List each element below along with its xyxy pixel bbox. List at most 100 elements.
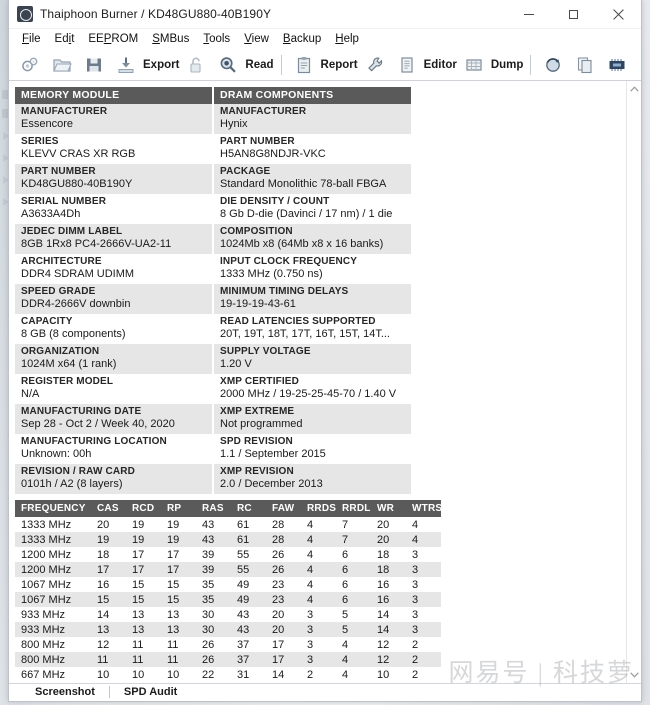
tab-spd-audit[interactable]: SPD Audit bbox=[123, 686, 178, 698]
jedec-timings-table: FREQUENCY CAS RCD RP RAS RC FAW RRDS RRDL WR WTRS … bbox=[15, 500, 442, 682]
field-organization: ORGANIZATION 1024M x64 (1 rank) bbox=[15, 344, 212, 374]
table-cell: 3 bbox=[406, 592, 441, 607]
table-row[interactable]: 1200 MHz 18 17 17 39 55 26 4 6 18 3 bbox=[15, 547, 441, 562]
table-cell: 933 MHz bbox=[15, 622, 91, 637]
table-cell: 20 bbox=[371, 517, 406, 532]
table-row[interactable]: 933 MHz 14 13 13 30 43 20 3 5 14 3 bbox=[15, 607, 441, 622]
scroll-down-button[interactable] bbox=[627, 667, 642, 683]
table-row[interactable]: 800 MHz 11 11 11 26 37 17 3 4 12 2 bbox=[15, 652, 441, 667]
vertical-scrollbar[interactable] bbox=[626, 81, 641, 683]
table-cell: 3 bbox=[406, 607, 441, 622]
table-cell: 11 bbox=[161, 637, 196, 652]
dump-button[interactable] bbox=[459, 52, 489, 78]
table-cell: 4 bbox=[301, 532, 336, 547]
field-value: Unknown: 00h bbox=[21, 448, 92, 460]
field-value: A3633A4Dh bbox=[21, 208, 81, 220]
chip-button[interactable] bbox=[602, 52, 632, 78]
table-cell: 26 bbox=[196, 637, 231, 652]
column-header: CAS bbox=[91, 500, 126, 517]
table-cell: 1333 MHz bbox=[15, 532, 91, 547]
table-cell: 933 MHz bbox=[15, 607, 91, 622]
menu-item-edit[interactable]: Edit bbox=[54, 33, 75, 45]
table-cell: 17 bbox=[91, 562, 126, 577]
menu-item-tools[interactable]: Tools bbox=[203, 33, 231, 45]
table-row[interactable]: 1067 MHz 16 15 15 35 49 23 4 6 16 3 bbox=[15, 577, 441, 592]
table-cell: 43 bbox=[231, 622, 266, 637]
scroll-up-button[interactable] bbox=[627, 81, 642, 97]
menu-item-file[interactable]: File bbox=[22, 33, 41, 45]
table-row[interactable]: 800 MHz 12 11 11 26 37 17 3 4 12 2 bbox=[15, 637, 441, 652]
tools-wrench-button[interactable] bbox=[360, 52, 390, 78]
field-serial-number: SERIAL NUMBER A3633A4Dh bbox=[15, 194, 212, 224]
toolbar: Export Read Report bbox=[9, 49, 641, 81]
column-header: WTRS bbox=[406, 500, 442, 517]
table-cell: 17 bbox=[161, 547, 196, 562]
field-series: SERIES KLEVV CRAS XR RGB bbox=[15, 134, 212, 164]
info-panels: MEMORY MODULE MANUFACTURER Essencore SER… bbox=[15, 87, 411, 494]
table-cell: 6 bbox=[336, 562, 371, 577]
table-row[interactable]: 1200 MHz 17 17 17 39 55 26 4 6 18 3 bbox=[15, 562, 441, 577]
wrench-icon bbox=[367, 56, 382, 71]
column-header: RRDL bbox=[336, 500, 371, 517]
field-label: REGISTER MODEL bbox=[21, 376, 114, 387]
menu-item-eeprom[interactable]: EEPROM bbox=[88, 33, 139, 45]
field-value: 8 GB (8 components) bbox=[21, 328, 126, 340]
table-cell: 3 bbox=[406, 562, 441, 577]
unlock-button[interactable] bbox=[181, 52, 211, 78]
minimize-button[interactable] bbox=[506, 0, 551, 28]
table-cell: 13 bbox=[91, 622, 126, 637]
table-cell: 19 bbox=[126, 517, 161, 532]
table-row[interactable]: 933 MHz 13 13 13 30 43 20 3 5 14 3 bbox=[15, 622, 441, 637]
field-composition: COMPOSITION 1024Mb x8 (64Mb x8 x 16 bank… bbox=[214, 224, 411, 254]
table-row[interactable]: 1333 MHz 20 19 19 43 61 28 4 7 20 4 bbox=[15, 517, 441, 532]
table-cell: 14 bbox=[371, 622, 406, 637]
menu-item-help[interactable]: Help bbox=[335, 33, 359, 45]
table-cell: 1200 MHz bbox=[15, 562, 91, 577]
table-cell: 23 bbox=[266, 577, 301, 592]
table-cell: 13 bbox=[161, 622, 196, 637]
table-cell: 23 bbox=[266, 592, 301, 607]
field-label: SPD REVISION bbox=[220, 436, 293, 447]
tab-divider bbox=[108, 686, 110, 698]
table-cell: 61 bbox=[231, 517, 266, 532]
table-cell: 31 bbox=[231, 667, 266, 682]
editor-button[interactable] bbox=[392, 52, 422, 78]
chevron-down-icon bbox=[629, 672, 639, 678]
table-cell: 17 bbox=[266, 637, 301, 652]
refresh-button[interactable] bbox=[538, 52, 568, 78]
tab-screenshot[interactable]: Screenshot bbox=[35, 686, 95, 698]
read-button[interactable] bbox=[213, 52, 243, 78]
export-button[interactable] bbox=[111, 52, 141, 78]
maximize-button[interactable] bbox=[551, 0, 596, 28]
save-button[interactable] bbox=[79, 52, 109, 78]
window-title: Thaiphoon Burner / KD48GU880-40B190Y bbox=[40, 7, 272, 21]
table-row[interactable]: 1333 MHz 19 19 19 43 61 28 4 7 20 4 bbox=[15, 532, 441, 547]
settings-button[interactable] bbox=[15, 52, 45, 78]
table-cell: 6 bbox=[336, 547, 371, 562]
field-label: SERIAL NUMBER bbox=[21, 196, 107, 207]
scrollbar-track[interactable] bbox=[627, 97, 642, 667]
menu-item-smbus[interactable]: SMBus bbox=[152, 33, 190, 45]
close-button[interactable] bbox=[596, 0, 641, 28]
field-label: READ LATENCIES SUPPORTED bbox=[220, 316, 376, 327]
table-cell: 11 bbox=[126, 637, 161, 652]
table-row[interactable]: 1067 MHz 15 15 15 35 49 23 4 6 16 3 bbox=[15, 592, 441, 607]
table-cell: 16 bbox=[371, 592, 406, 607]
field-value: Sep 28 - Oct 2 / Week 40, 2020 bbox=[21, 418, 175, 430]
toolbar-separator bbox=[530, 54, 532, 75]
copy-button[interactable] bbox=[570, 52, 600, 78]
field-value: 20T, 19T, 18T, 17T, 16T, 15T, 14T... bbox=[220, 328, 390, 340]
open-button[interactable] bbox=[47, 52, 77, 78]
table-cell: 43 bbox=[231, 607, 266, 622]
field-dram-part-number: PART NUMBER H5AN8G8NDJR-VKC bbox=[214, 134, 411, 164]
table-cell: 3 bbox=[301, 622, 336, 637]
field-value: 1.1 / September 2015 bbox=[220, 448, 326, 460]
menu-item-view[interactable]: View bbox=[244, 33, 269, 45]
field-input-clock-frequency: INPUT CLOCK FREQUENCY 1333 MHz (0.750 ns… bbox=[214, 254, 411, 284]
menu-item-backup[interactable]: Backup bbox=[282, 33, 322, 45]
table-row[interactable]: 667 MHz 10 10 10 22 31 14 2 4 10 2 bbox=[15, 667, 441, 682]
table-cell: 19 bbox=[126, 532, 161, 547]
report-button[interactable] bbox=[289, 52, 319, 78]
field-manufacturer: MANUFACTURER Essencore bbox=[15, 104, 212, 134]
field-label: PART NUMBER bbox=[220, 136, 295, 147]
